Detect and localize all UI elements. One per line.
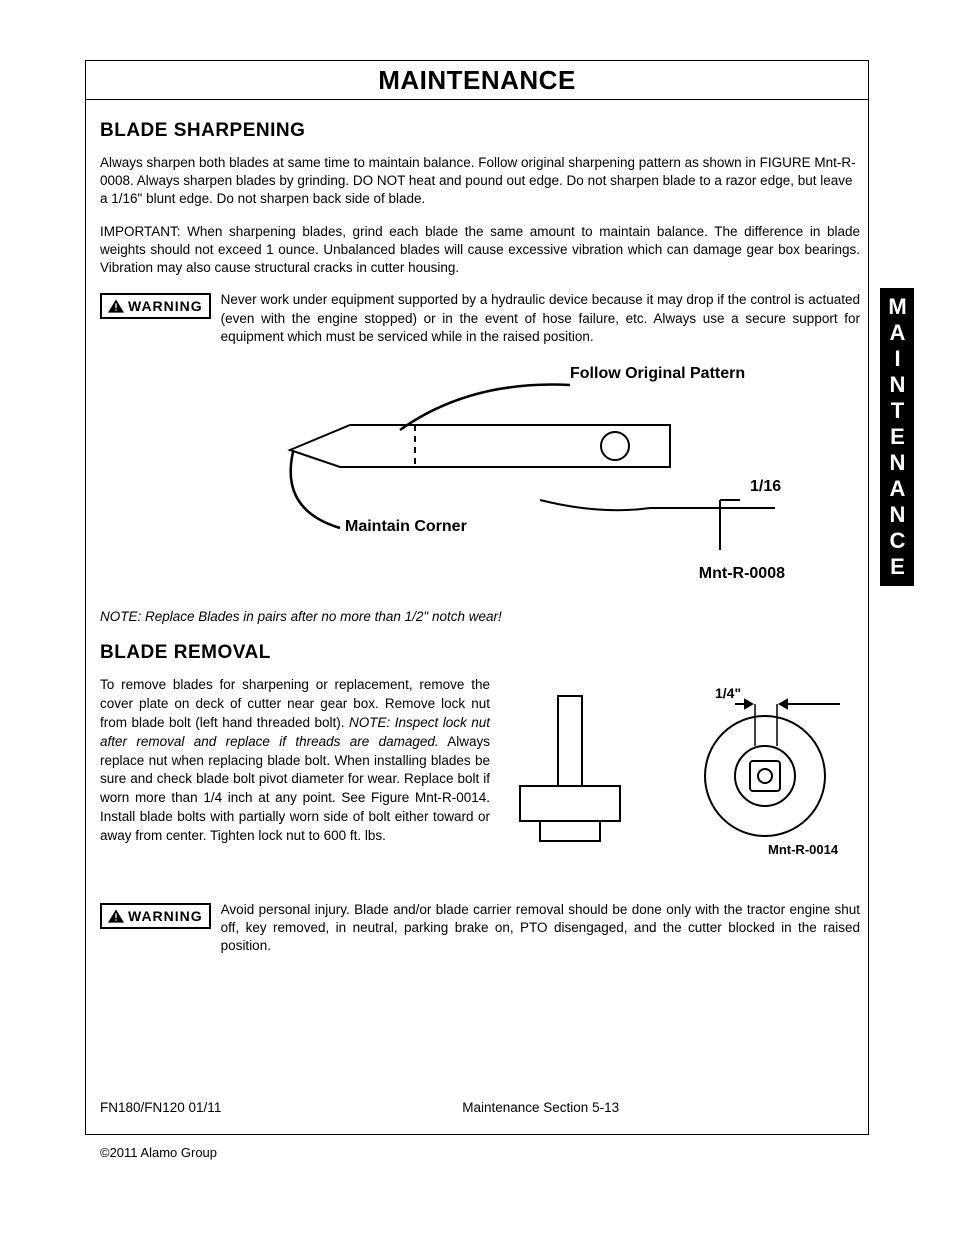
removal-body-part2: Always replace nut when replacing blade …: [100, 734, 490, 843]
sharpening-para-1: Always sharpen both blades at same time …: [100, 154, 860, 209]
bolt-figure-id-inline: Mnt-R-0014: [768, 842, 839, 857]
footer: FN180/FN120 01/11 Maintenance Section 5-…: [100, 1100, 860, 1115]
copyright: ©2011 Alamo Group: [100, 1145, 217, 1160]
warning-triangle-icon: [108, 909, 124, 923]
warning-block-1: WARNING Never work under equipment suppo…: [100, 291, 860, 346]
side-tab: MAINTENANCE: [880, 288, 914, 586]
blade-measure-label: 1/16: [750, 478, 781, 496]
maintain-corner-label: Maintain Corner: [345, 518, 467, 536]
content-area: BLADE SHARPENING Always sharpen both bla…: [100, 120, 860, 970]
blade-figure-svg: [170, 360, 790, 595]
blade-sharpening-heading: BLADE SHARPENING: [100, 120, 860, 142]
removal-row: 1/4" Mnt-R-0014 To remove blades for sha…: [100, 676, 860, 881]
warning-label: WARNING: [128, 298, 203, 314]
footer-center: Maintenance Section 5-13: [221, 1100, 860, 1115]
warning-badge: WARNING: [100, 903, 211, 929]
blade-figure-id: Mnt-R-0008: [699, 565, 785, 583]
warning-label: WARNING: [128, 908, 203, 924]
sharpening-note: NOTE: Replace Blades in pairs after no m…: [100, 609, 860, 624]
footer-left: FN180/FN120 01/11: [100, 1100, 221, 1115]
follow-pattern-label: Follow Original Pattern: [570, 365, 745, 383]
bolt-figure-svg: 1/4" Mnt-R-0014: [510, 676, 860, 876]
warning-text-1: Never work under equipment supported by …: [221, 291, 860, 346]
bolt-measure-label-inline: 1/4": [715, 685, 741, 701]
warning-text-2: Avoid personal injury. Blade and/or blad…: [221, 901, 860, 956]
warning-triangle-icon: [108, 299, 124, 313]
removal-body: To remove blades for sharpening or repla…: [100, 676, 490, 846]
bolt-figure: 1/4" Mnt-R-0014: [510, 676, 860, 881]
warning-block-2: WARNING Avoid personal injury. Blade and…: [100, 901, 860, 956]
blade-figure: Follow Original Pattern Maintain Corner …: [170, 360, 790, 595]
blade-removal-heading: BLADE REMOVAL: [100, 642, 860, 664]
warning-badge: WARNING: [100, 293, 211, 319]
sharpening-para-2: IMPORTANT: When sharpening blades, grind…: [100, 223, 860, 278]
